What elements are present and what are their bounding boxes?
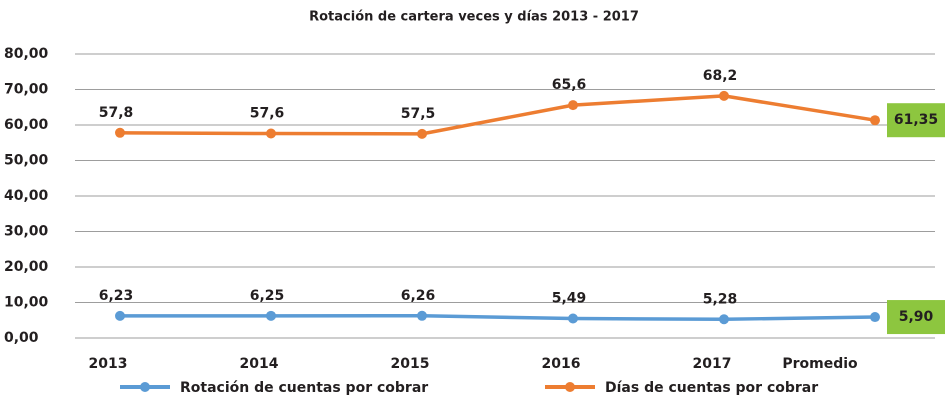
data-label: 68,2 xyxy=(703,68,738,84)
label-box xyxy=(887,300,945,335)
data-point xyxy=(115,310,125,321)
y-tick-label: 40,00 xyxy=(4,188,49,204)
x-tick-label: 2015 xyxy=(391,356,430,372)
y-tick-label: 20,00 xyxy=(4,259,49,275)
x-tick-label: 2014 xyxy=(240,356,279,372)
data-point xyxy=(266,310,276,321)
legend-label: Días de cuentas por cobrar xyxy=(605,380,818,396)
data-point xyxy=(719,314,729,325)
data-label: 65,6 xyxy=(552,77,587,93)
data-label: 6,25 xyxy=(250,288,285,304)
y-tick-label: 0,00 xyxy=(4,330,39,346)
data-label: 6,26 xyxy=(401,288,436,304)
data-label: 6,23 xyxy=(99,288,134,304)
y-tick-label: 80,00 xyxy=(4,46,49,62)
data-point xyxy=(870,312,880,323)
data-label: 57,5 xyxy=(401,106,436,122)
legend-marker xyxy=(565,382,575,392)
data-point xyxy=(417,128,427,139)
x-tick-label: 2017 xyxy=(693,356,732,372)
y-tick-label: 50,00 xyxy=(4,153,49,169)
y-tick-label: 10,00 xyxy=(4,295,49,311)
data-point xyxy=(870,115,880,126)
series-line xyxy=(119,314,876,322)
label-box xyxy=(887,103,945,138)
series-line xyxy=(119,94,876,136)
x-tick-label: 2013 xyxy=(89,356,128,372)
data-label: 57,6 xyxy=(250,106,285,122)
data-point xyxy=(115,127,125,138)
data-label: 5,28 xyxy=(703,291,738,307)
legend-marker xyxy=(140,382,150,392)
y-tick-label: 30,00 xyxy=(4,224,49,240)
y-tick-label: 70,00 xyxy=(4,82,49,98)
data-point xyxy=(719,90,729,101)
data-label: 5,90 xyxy=(899,309,934,325)
data-label: 61,35 xyxy=(894,112,938,128)
data-point xyxy=(417,310,427,321)
data-label: 57,8 xyxy=(99,105,134,121)
y-tick-label: 60,00 xyxy=(4,117,49,133)
data-point xyxy=(568,313,578,324)
x-tick-label: 2016 xyxy=(542,356,581,372)
x-tick-label: Promedio xyxy=(782,356,858,372)
data-point xyxy=(568,100,578,111)
data-point xyxy=(266,128,276,139)
chart-title: Rotación de cartera veces y días 2013 - … xyxy=(309,10,639,25)
legend-label: Rotación de cuentas por cobrar xyxy=(180,380,428,396)
data-label: 5,49 xyxy=(552,291,587,307)
